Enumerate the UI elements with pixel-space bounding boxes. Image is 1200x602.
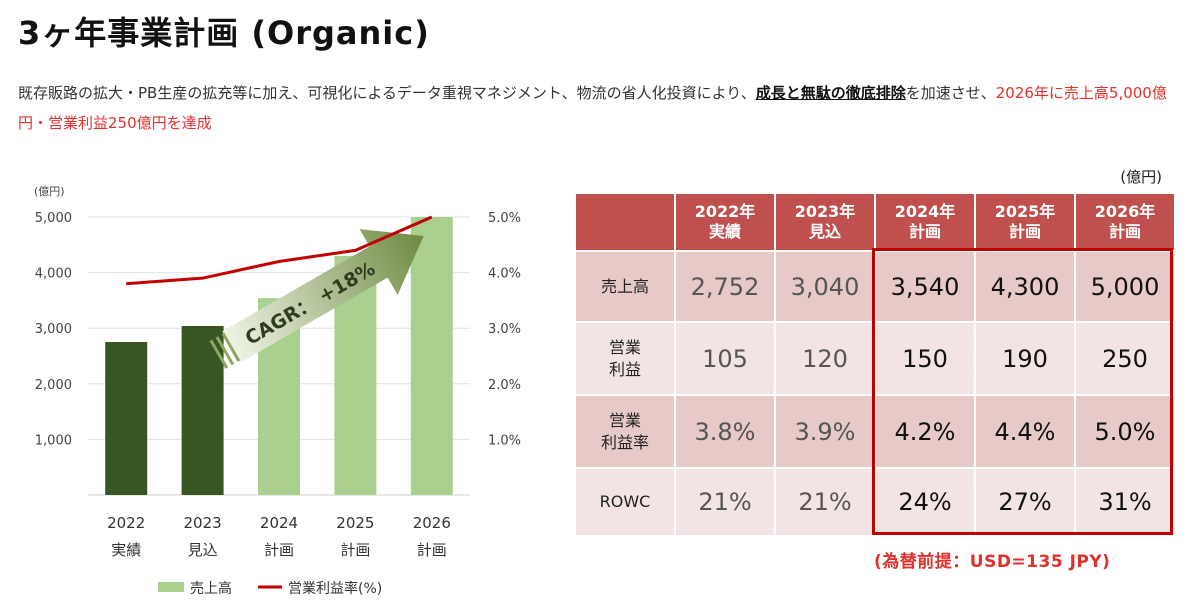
x-tick-label-status: 計画	[340, 541, 370, 559]
table-cell: 5.0%	[1074, 394, 1176, 469]
y2-tick-label: 2.0%	[488, 378, 521, 393]
y-tick-label: 5,000	[35, 211, 72, 226]
table-cell: 4,300	[974, 250, 1076, 323]
table-unit-label: (億円)	[1120, 168, 1162, 186]
table-row-operating-margin: 営業 利益率 3.8% 3.9% 4.2% 4.4% 5.0%	[574, 394, 1176, 469]
header-status: 計画	[1108, 222, 1141, 241]
row-label: 営業 利益	[574, 321, 676, 396]
cagr-arrow-tail-stripe	[221, 332, 241, 362]
cagr-arrow-tail-stripe	[209, 339, 229, 369]
x-tick-label-year: 2024	[260, 514, 298, 532]
table-cell: 31%	[1074, 467, 1176, 537]
table-cell: 21%	[674, 467, 776, 537]
cagr-arrow-shape	[222, 229, 424, 363]
fx-assumption-note: (為替前提：USD=135 JPY)	[874, 552, 1111, 572]
row-label-text: ROWC	[599, 492, 651, 511]
sales-chart: (億円) 5,000 4,000 3,000 2,000 1,000 5.0% 4.0% 3.0…	[34, 185, 521, 597]
x-tick-label-year: 2022	[107, 514, 145, 532]
y-tick-label: 2,000	[35, 378, 72, 393]
header-status: 計画	[908, 222, 941, 241]
table-cell: 150	[874, 321, 976, 396]
x-tick-label-status: 計画	[417, 541, 447, 559]
y2-tick-label: 3.0%	[488, 322, 521, 337]
header-year: 2022年	[694, 202, 756, 221]
page-title: 3ヶ年事業計画 (Organic)	[18, 14, 430, 52]
table-row-sales: 売上高 2,752 3,040 3,540 4,300 5,000	[574, 250, 1176, 323]
header-cell-2024: 2024年 計画	[874, 192, 976, 252]
x-tick-label-status: 見込	[188, 541, 218, 559]
header-year: 2026年	[1094, 202, 1156, 221]
bar-sales	[410, 217, 453, 495]
header-status: 計画	[1008, 222, 1041, 241]
x-tick-label-year: 2026	[413, 514, 451, 532]
y2-tick-label: 1.0%	[488, 433, 521, 448]
table-cell: 3.8%	[674, 394, 776, 469]
bar-sales	[105, 341, 148, 495]
table-cell: 4.2%	[874, 394, 976, 469]
header-status: 実績	[708, 222, 741, 241]
desc-text-2: を加速させ、	[905, 84, 996, 102]
desc-emphasis: 成長と無駄の徹底排除	[755, 84, 906, 102]
header-status: 見込	[808, 222, 841, 241]
table-cell: 4.4%	[974, 394, 1076, 469]
row-label: 売上高	[574, 250, 676, 323]
row-label: ROWC	[574, 467, 676, 537]
row-label-text: 売上高	[600, 276, 649, 296]
line-operating-margin	[126, 215, 433, 286]
legend-swatch-sales	[158, 582, 184, 592]
table-cell: 250	[1074, 321, 1176, 396]
table-header-row: 2022年 実績 2023年 見込 2024年 計画 2025年 計画 2026年 計画	[574, 192, 1176, 252]
table-cell: 3,540	[874, 250, 976, 323]
x-tick-label-status: 実績	[111, 541, 141, 559]
table-cell: 21%	[774, 467, 876, 537]
cagr-arrow: CAGR： +18%	[209, 229, 424, 369]
table-row-rowc: ROWC 21% 21% 24% 27% 31%	[574, 467, 1176, 537]
row-label: 営業 利益率	[574, 394, 676, 469]
table-cell: 190	[974, 321, 1076, 396]
cagr-arrow-tail-stripe	[215, 336, 235, 366]
x-tick-label-year: 2025	[336, 514, 374, 532]
x-tick-label-status: 計画	[264, 541, 294, 559]
table-cell: 5,000	[1074, 250, 1176, 323]
y-tick-label: 1,000	[35, 433, 72, 448]
desc-highlight: 2026年に売上高5,000億円・営業利益250億円を達成	[18, 84, 1167, 132]
legend-label-sales: 売上高	[190, 580, 232, 597]
row-label-text: 営業	[608, 410, 641, 430]
desc-text-1: 既存販路の拡大・PB生産の拡充等に加え、可視化によるデータ重視マネジメント、物流…	[18, 84, 756, 102]
table-cell: 2,752	[674, 250, 776, 323]
legend-label-margin: 営業利益率(%)	[288, 580, 382, 597]
table-cell: 105	[674, 321, 776, 396]
y-axis-unit-label: (億円)	[34, 185, 65, 198]
table-cell: 3.9%	[774, 394, 876, 469]
y2-tick-label: 5.0%	[488, 211, 521, 226]
table-cell: 3,040	[774, 250, 876, 323]
y-tick-label: 3,000	[35, 322, 72, 337]
header-cell-2026: 2026年 計画	[1074, 192, 1176, 252]
header-cell-blank	[574, 192, 676, 252]
header-cell-2023: 2023年 見込	[774, 192, 876, 252]
row-label-text: 利益率	[600, 432, 649, 452]
table-cell: 27%	[974, 467, 1076, 537]
description: 既存販路の拡大・PB生産の拡充等に加え、可視化によるデータ重視マネジメント、物流…	[18, 78, 1178, 138]
plan-table: 2022年 実績 2023年 見込 2024年 計画 2025年 計画 2026年 計画 …	[574, 192, 1176, 537]
row-label-text: 営業	[608, 337, 641, 357]
table-cell: 24%	[874, 467, 976, 537]
bar-sales	[181, 325, 224, 495]
row-label-text: 利益	[608, 359, 641, 379]
table-cell: 120	[774, 321, 876, 396]
header-year: 2023年	[794, 202, 856, 221]
x-tick-label-year: 2023	[184, 514, 222, 532]
header-cell-2025: 2025年 計画	[974, 192, 1076, 252]
y2-tick-label: 4.0%	[488, 267, 521, 282]
table-row-operating-profit: 営業 利益 105 120 150 190 250	[574, 321, 1176, 396]
header-cell-2022: 2022年 実績	[674, 192, 776, 252]
header-year: 2024年	[894, 202, 956, 221]
header-year: 2025年	[994, 202, 1056, 221]
y-tick-label: 4,000	[35, 267, 72, 282]
